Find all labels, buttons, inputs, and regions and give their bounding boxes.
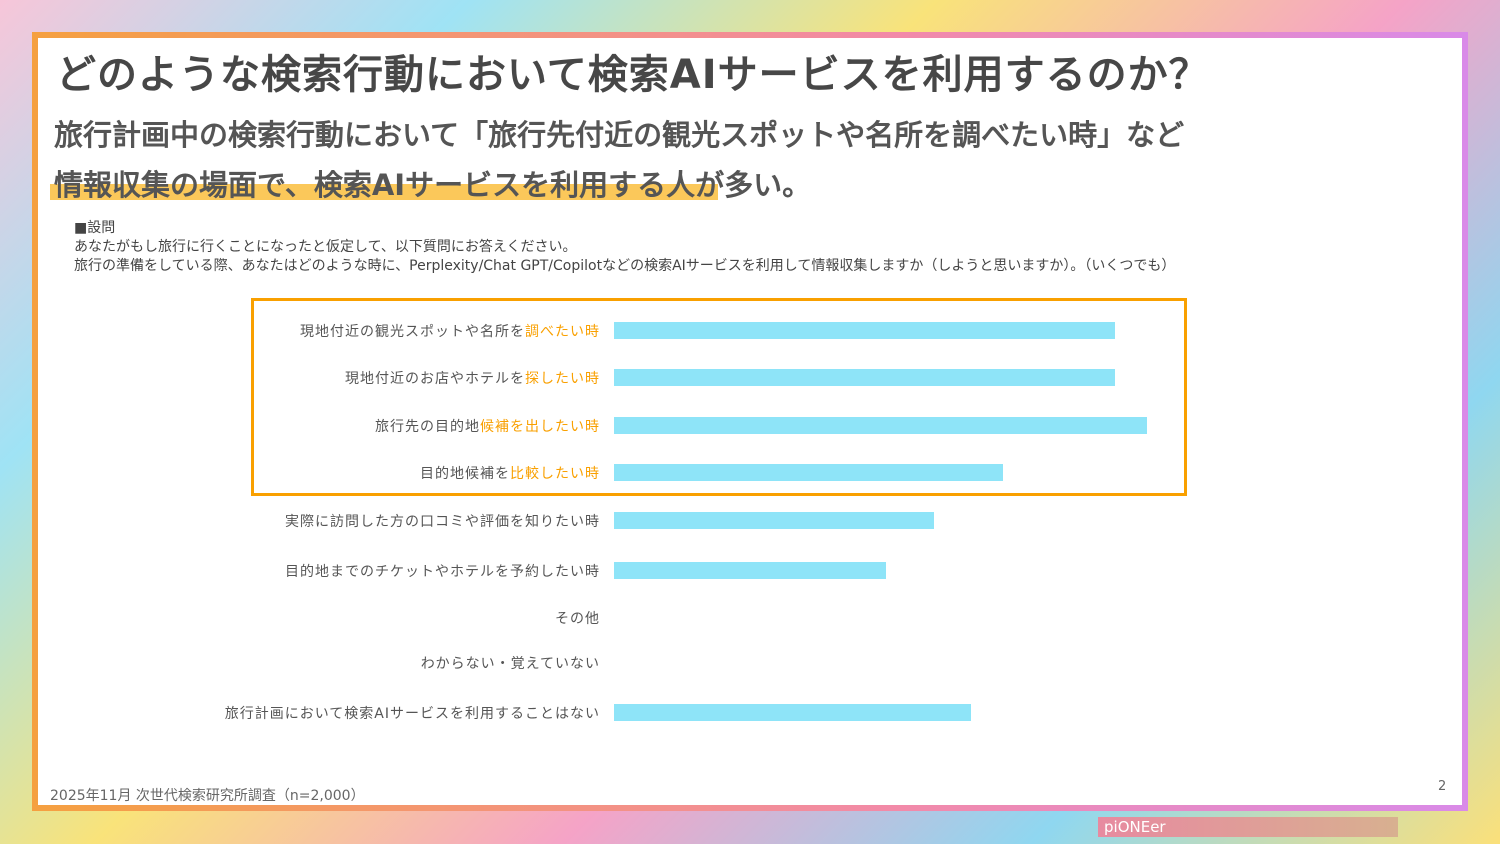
bar (614, 369, 1116, 386)
label-emphasis: 調べたい時 (525, 324, 600, 340)
question-line-1: あなたがもし旅行に行くことになったと仮定して、以下質問にお答えください。 (74, 239, 577, 255)
highlight-marker (50, 184, 718, 200)
category-label: 現地付近のお店やホテルを探したい時 (345, 368, 600, 388)
category-label: 現地付近の観光スポットや名所を調べたい時 (300, 321, 600, 341)
highlight-box (251, 298, 1187, 496)
subtitle-line-2: 情報収集の場面で、検索AIサービスを利用する人が多い。 (54, 168, 812, 202)
question-line-2: 旅行の準備をしている際、あなたはどのような時に、Perplexity/Chat … (74, 258, 1176, 274)
slide-title: どのような検索行動において検索AIサービスを利用するのか？ (56, 52, 1210, 98)
bar (614, 464, 1004, 481)
label-text: その他 (555, 611, 600, 627)
category-label: わからない・覚えていない (421, 653, 600, 673)
category-label: 目的地までのチケットやホテルを予約したい時 (285, 561, 600, 581)
bar (614, 322, 1116, 339)
bar (614, 704, 972, 721)
page-number: 2 (1438, 779, 1447, 794)
label-text: わからない・覚えていない (420, 656, 600, 672)
label-emphasis: 候補を出したい時 (480, 419, 600, 435)
label-text: 目的地候補を (420, 466, 510, 482)
category-label: その他 (555, 608, 600, 628)
source-note: 2025年11月 次世代検索研究所調査（n=2,000） (50, 788, 365, 804)
brand-logo: piONEer (1098, 817, 1398, 837)
category-label: 旅行計画において検索AIサービスを利用することはない (225, 703, 600, 723)
category-label: 旅行先の目的地候補を出したい時 (375, 416, 600, 436)
label-emphasis: 探したい時 (525, 371, 600, 387)
label-text: 旅行計画において検索AIサービスを利用することはない (224, 706, 600, 722)
label-text: 現地付近の観光スポットや名所を (300, 324, 525, 340)
bar (614, 512, 934, 529)
label-text: 実際に訪問した方の口コミや評価を知りたい時 (285, 514, 600, 530)
category-label: 目的地候補を比較したい時 (420, 463, 600, 483)
subtitle-line-1: 旅行計画中の検索行動において「旅行先付近の観光スポットや名所を調べたい時」など (54, 118, 1185, 152)
question-heading: ■設問 (74, 220, 116, 236)
label-emphasis: 比較したい時 (510, 466, 600, 482)
label-text: 現地付近のお店やホテルを (345, 371, 525, 387)
category-label: 実際に訪問した方の口コミや評価を知りたい時 (285, 511, 600, 531)
bar (614, 417, 1147, 434)
bar (614, 562, 886, 579)
label-text: 目的地までのチケットやホテルを予約したい時 (285, 564, 600, 580)
label-text: 旅行先の目的地 (375, 419, 480, 435)
